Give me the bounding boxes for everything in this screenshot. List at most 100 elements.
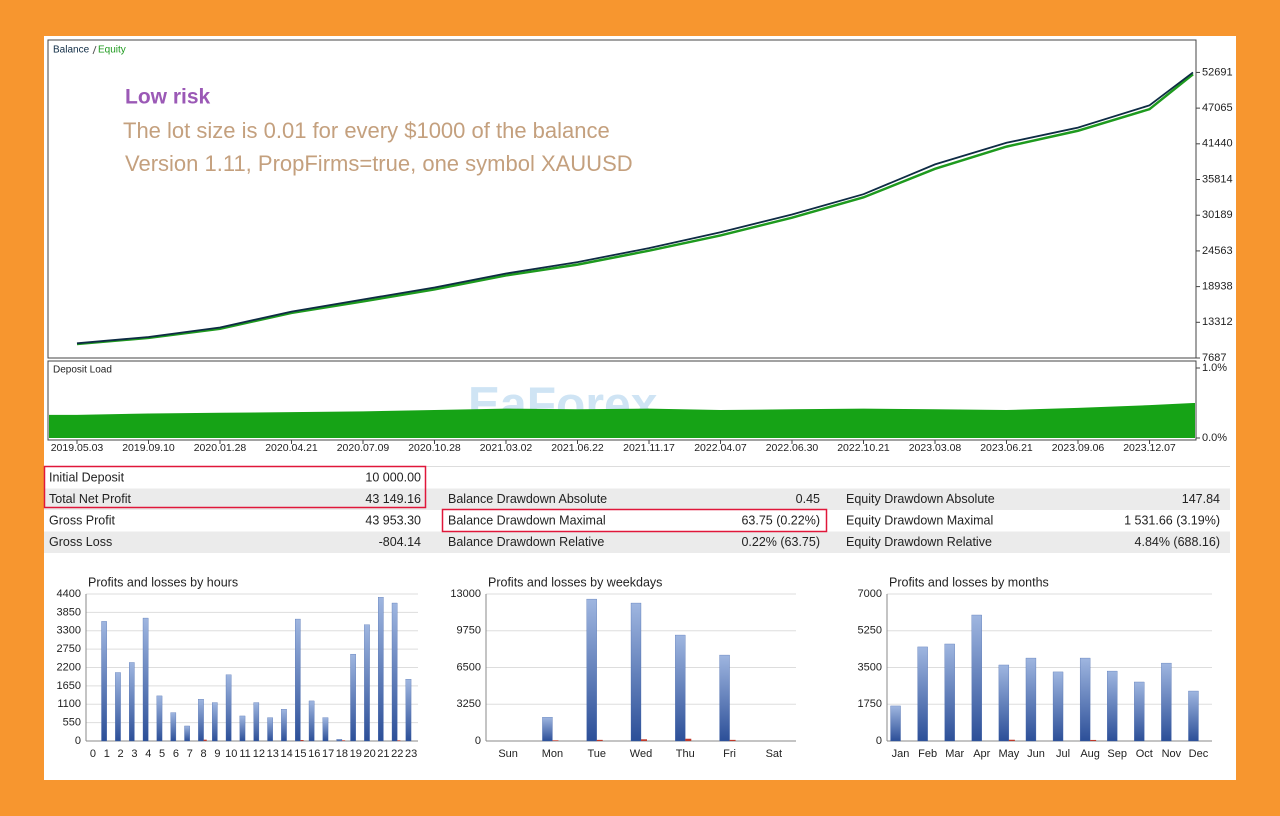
profit-bar bbox=[198, 699, 204, 742]
x-tick-label: 2022.06.30 bbox=[766, 442, 819, 454]
profit-bar bbox=[142, 617, 149, 742]
y-tick-label: 7687 bbox=[1202, 352, 1226, 364]
x-tick-label: Mon bbox=[542, 748, 563, 760]
loss-bar bbox=[641, 739, 647, 741]
x-tick-label: 11 bbox=[239, 748, 250, 760]
table-row-bg bbox=[44, 531, 1230, 553]
stat-label: Equity Drawdown Absolute bbox=[846, 492, 995, 506]
y-tick-label: 550 bbox=[63, 717, 81, 729]
stat-value: 0.45 bbox=[796, 492, 820, 506]
loss-bar bbox=[203, 739, 207, 741]
profit-bar bbox=[225, 674, 232, 742]
chart-title: Profits and losses by hours bbox=[88, 575, 238, 589]
x-tick-label: Wed bbox=[630, 748, 652, 760]
profit-bar bbox=[308, 700, 315, 742]
x-tick-label: 22 bbox=[391, 748, 403, 760]
loss-bar bbox=[300, 739, 304, 741]
loss-bar bbox=[397, 740, 401, 741]
loss-bar bbox=[341, 740, 346, 741]
profit-bar bbox=[944, 643, 955, 742]
x-tick-label: Feb bbox=[918, 748, 937, 760]
profit-bar bbox=[101, 621, 107, 742]
profit-bar bbox=[322, 717, 329, 742]
x-tick-label: 7 bbox=[187, 748, 193, 760]
stat-label: Equity Drawdown Maximal bbox=[846, 513, 993, 527]
y-tick-label: 6500 bbox=[457, 661, 481, 673]
y-tick-label: 3500 bbox=[858, 661, 882, 673]
x-tick-label: 21 bbox=[377, 748, 389, 760]
x-tick-label: 2020.10.28 bbox=[408, 442, 461, 454]
deposit-title: Deposit Load bbox=[53, 365, 112, 376]
stat-value: 147.84 bbox=[1182, 492, 1220, 506]
y-tick-label: 0 bbox=[75, 735, 81, 747]
balance-line bbox=[76, 71, 1194, 345]
profit-bar bbox=[890, 705, 901, 742]
profit-bar bbox=[391, 602, 398, 742]
profit-bar bbox=[998, 664, 1010, 742]
loss-bar bbox=[685, 738, 692, 741]
y-tick-label: 0 bbox=[475, 735, 481, 747]
y-tick-label: 1750 bbox=[858, 698, 882, 710]
x-tick-label: May bbox=[998, 748, 1019, 760]
profit-bar bbox=[253, 702, 260, 742]
x-tick-label: 8 bbox=[201, 748, 207, 760]
loss-bar bbox=[552, 740, 559, 741]
stat-label: Equity Drawdown Relative bbox=[846, 535, 992, 549]
x-tick-label: 2019.09.10 bbox=[122, 442, 175, 454]
stat-value: -804.14 bbox=[379, 535, 421, 549]
profit-bar bbox=[184, 725, 190, 742]
x-tick-label: 17 bbox=[322, 748, 334, 760]
x-tick-label: 2022.10.21 bbox=[837, 442, 890, 454]
y-tick-label: 41440 bbox=[1202, 138, 1233, 150]
x-tick-label: 2021.06.22 bbox=[551, 442, 604, 454]
stat-value: 0.22% (63.75) bbox=[741, 535, 820, 549]
stat-value: 10 000.00 bbox=[365, 470, 421, 484]
profit-bar bbox=[295, 618, 301, 742]
loss-bar bbox=[1008, 739, 1015, 741]
stat-value: 1 531.66 (3.19%) bbox=[1124, 513, 1220, 527]
x-tick-label: 2021.03.02 bbox=[480, 442, 533, 454]
x-tick-label: Fri bbox=[723, 748, 736, 760]
x-tick-label: Nov bbox=[1162, 748, 1182, 760]
x-tick-label: 5 bbox=[159, 748, 165, 760]
stat-label: Balance Drawdown Absolute bbox=[448, 492, 607, 506]
profit-bar bbox=[239, 715, 246, 742]
profit-bar bbox=[1107, 670, 1118, 742]
loss-bar bbox=[729, 739, 736, 741]
profit-bar bbox=[350, 653, 356, 742]
y-tick-label: 0.0% bbox=[1202, 432, 1227, 444]
stat-label: Gross Profit bbox=[49, 513, 116, 527]
x-tick-label: 18 bbox=[336, 748, 348, 760]
profit-bar bbox=[1188, 690, 1199, 742]
annotation: Version 1.11, PropFirms=true, one symbol… bbox=[125, 151, 633, 176]
y-tick-label: 18938 bbox=[1202, 281, 1233, 293]
stat-value: 43 953.30 bbox=[365, 513, 421, 527]
profit-bar bbox=[1161, 662, 1172, 742]
x-tick-label: Tue bbox=[587, 748, 606, 760]
y-tick-label: 3300 bbox=[57, 625, 81, 637]
x-tick-label: Oct bbox=[1136, 748, 1153, 760]
legend-separator bbox=[92, 45, 97, 55]
x-tick-label: 2019.05.03 bbox=[51, 442, 104, 454]
x-tick-label: 2021.11.17 bbox=[623, 442, 675, 454]
profit-bar bbox=[212, 702, 218, 742]
legend-balance: Balance bbox=[53, 45, 90, 56]
profit-bar bbox=[1052, 671, 1064, 742]
highlight-box bbox=[43, 465, 427, 509]
x-tick-label: Aug bbox=[1080, 748, 1100, 760]
y-tick-label: 1100 bbox=[57, 698, 81, 710]
profit-bar bbox=[405, 679, 412, 742]
x-tick-label: 10 bbox=[225, 748, 237, 760]
x-tick-label: 0 bbox=[90, 748, 96, 760]
x-tick-label: 12 bbox=[253, 748, 265, 760]
x-tick-label: 13 bbox=[267, 748, 279, 760]
loss-bar bbox=[1090, 739, 1097, 741]
table-row-bg bbox=[44, 488, 1230, 510]
y-tick-label: 35814 bbox=[1202, 173, 1233, 185]
x-tick-label: 3 bbox=[131, 748, 137, 760]
x-tick-label: Sat bbox=[766, 748, 783, 760]
profit-bar bbox=[542, 717, 553, 742]
y-tick-label: 9750 bbox=[457, 625, 481, 637]
x-tick-label: 16 bbox=[308, 748, 320, 760]
